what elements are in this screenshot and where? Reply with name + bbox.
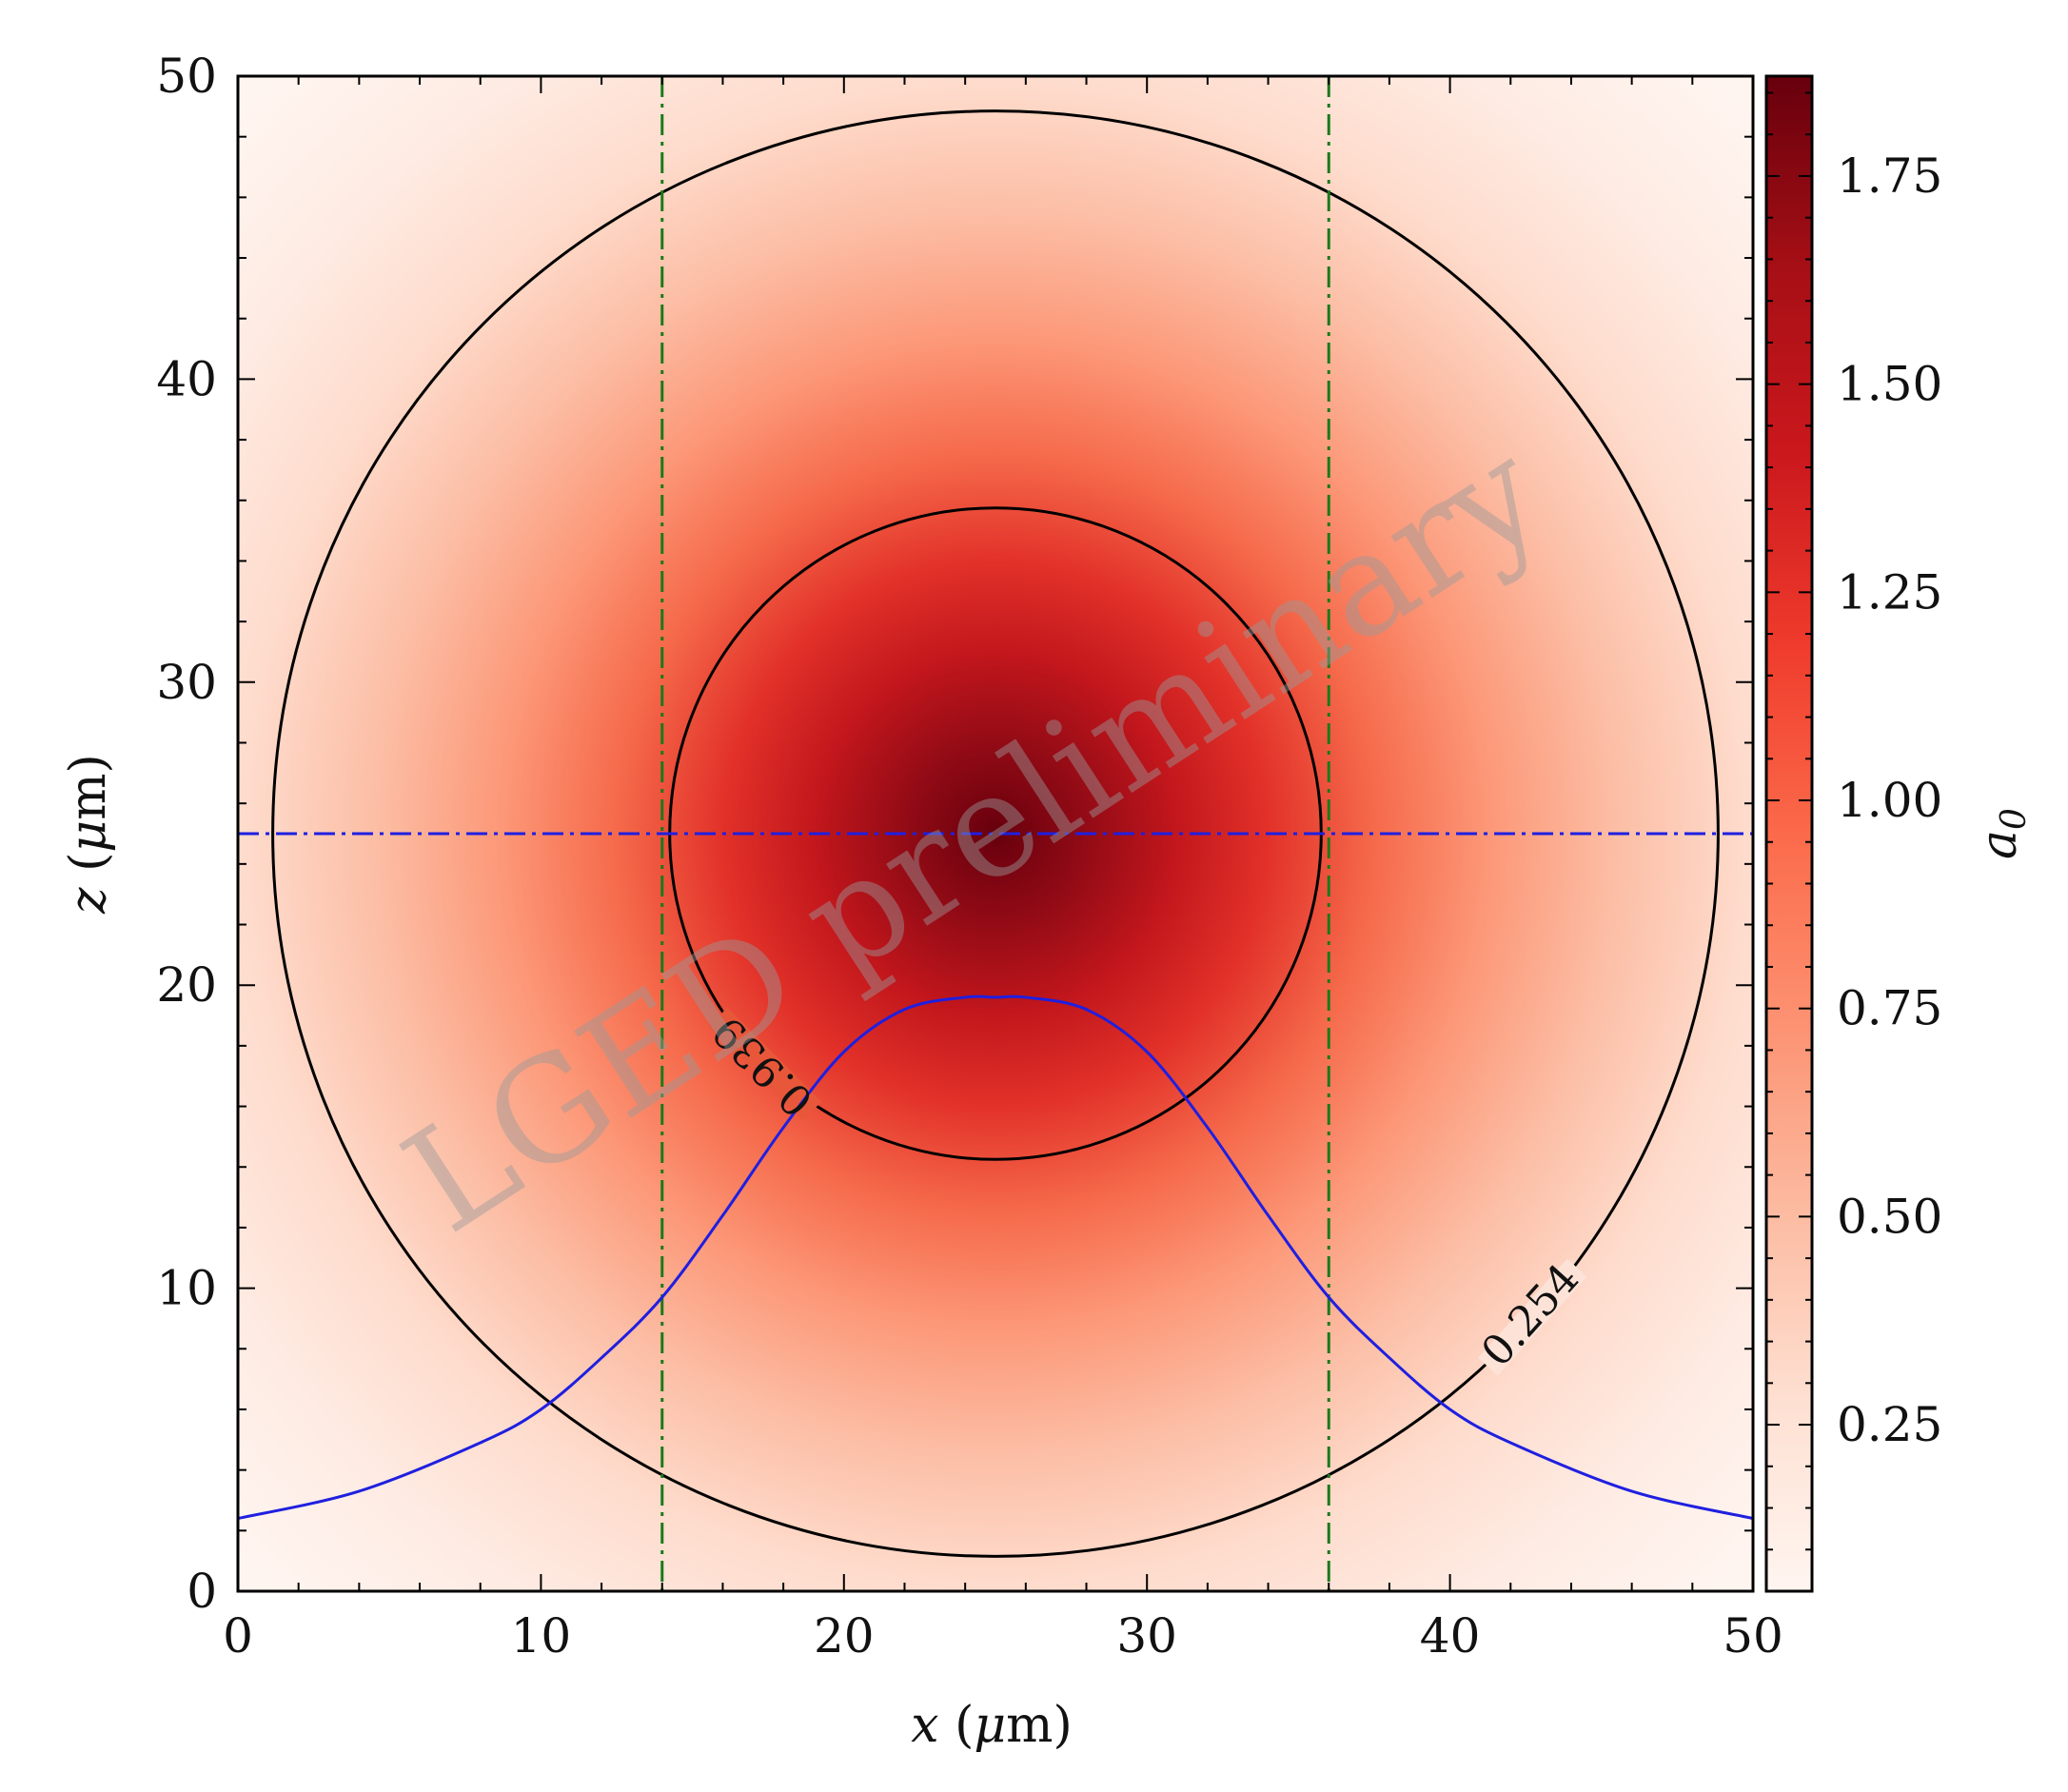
- y-tick-label: 40: [156, 351, 217, 406]
- y-tick-label: 50: [156, 49, 217, 104]
- x-tick-label: 0: [223, 1608, 253, 1664]
- x-tick-label: 40: [1420, 1608, 1481, 1664]
- y-tick-label: 10: [156, 1261, 217, 1316]
- colorbar-tick-label: 0.50: [1837, 1189, 1942, 1244]
- colorbar-tick-label: 0.25: [1837, 1397, 1942, 1452]
- contour-0.254: [271, 109, 1720, 1558]
- colorbar-tick-label: 0.75: [1837, 981, 1942, 1036]
- colorbar-tick-label: 1.75: [1837, 148, 1942, 204]
- x-tick-label: 30: [1116, 1608, 1177, 1664]
- plot-frame: [236, 74, 1755, 1593]
- x-axis-title: x (μm): [911, 1697, 1073, 1754]
- colorbar: [1766, 76, 1812, 1591]
- contour-label-gap-outer: [1478, 1258, 1587, 1376]
- x-tick-label: 20: [814, 1608, 875, 1664]
- colorbar-ticks: 0.25 0.50 0.75 1.00 1.25 1.50 1.75: [1766, 91, 1942, 1551]
- colorbar-title: a0: [1971, 808, 2034, 859]
- colorbar-tick-label: 1.25: [1837, 564, 1942, 620]
- y-axis-title: z (μm): [60, 754, 117, 915]
- y-tick-label: 0: [187, 1564, 217, 1619]
- x-tick-label: 10: [511, 1608, 572, 1664]
- x-axis-ticks: 0 10 20 30 40 50: [223, 76, 1783, 1664]
- colorbar-frame: [1764, 74, 1814, 1593]
- y-axis-ticks: 0 10 20 30 40 50: [156, 49, 1753, 1619]
- y-tick-label: 20: [156, 957, 217, 1013]
- x-tick-label: 50: [1723, 1608, 1783, 1664]
- contour-label-gap-inner: [708, 1007, 822, 1121]
- colorbar-tick-label: 1.50: [1837, 357, 1942, 412]
- colorbar-tick-label: 1.00: [1837, 773, 1942, 828]
- profile-curve: [238, 994, 1753, 1521]
- y-tick-label: 30: [156, 655, 217, 710]
